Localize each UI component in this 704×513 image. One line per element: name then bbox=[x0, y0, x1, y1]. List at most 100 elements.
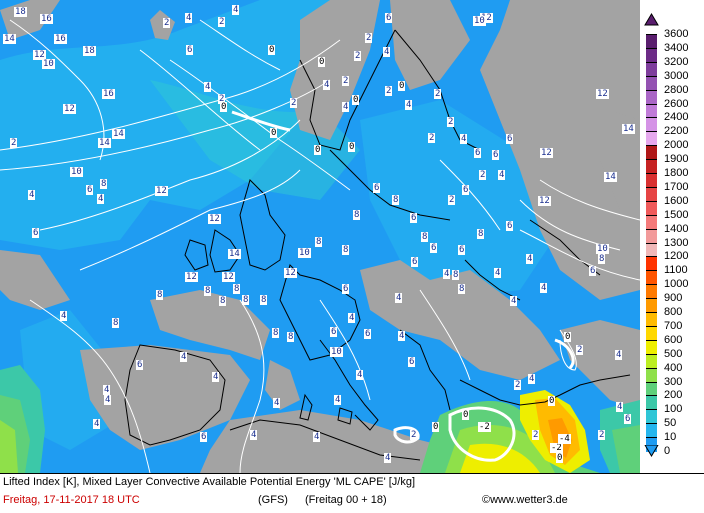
isoline-value-label: 8 bbox=[458, 284, 466, 294]
isoline-value-label: 12 bbox=[480, 13, 493, 23]
isoline-value-label: 4 bbox=[250, 430, 258, 440]
isoline-value-label: 12 bbox=[185, 272, 198, 282]
scale-bottom-arrow bbox=[644, 445, 659, 457]
isoline-value-label: 6 bbox=[186, 45, 194, 55]
isoline-value-label: 2 bbox=[218, 94, 226, 104]
isoline-value-label: 2 bbox=[410, 430, 418, 440]
scale-tick-label: 1300 bbox=[664, 236, 689, 249]
scale-segment bbox=[646, 159, 657, 174]
scale-tick-label: 3200 bbox=[664, 55, 689, 68]
scale-segment bbox=[646, 242, 657, 258]
scale-segment bbox=[646, 270, 657, 286]
isoline-value-label: 18 bbox=[14, 7, 27, 17]
scale-segment bbox=[646, 200, 657, 216]
isoline-value-label: 4 bbox=[540, 283, 548, 293]
scale-tick-label: 1600 bbox=[664, 194, 689, 207]
scale-segment bbox=[646, 61, 657, 77]
isoline-value-label: -4 bbox=[558, 434, 571, 444]
isoline-value-label: 4 bbox=[323, 80, 331, 90]
isoline-value-label: 4 bbox=[103, 385, 111, 395]
isoline-value-label: 2 bbox=[354, 51, 362, 61]
isoline-value-label: 8 bbox=[598, 254, 606, 264]
scale-top-arrow bbox=[644, 13, 659, 26]
isoline-value-label: 2 bbox=[576, 345, 584, 355]
isoline-value-label: 0 bbox=[398, 81, 406, 91]
isoline-value-label: -2 bbox=[550, 443, 563, 453]
scale-segment bbox=[646, 131, 657, 147]
scale-tick-label: 400 bbox=[664, 361, 683, 374]
isoline-value-label: 0 bbox=[314, 145, 322, 155]
isoline-value-label: 4 bbox=[313, 432, 321, 442]
isoline-value-label: 0 bbox=[556, 453, 564, 463]
isoline-value-label: 2 bbox=[428, 133, 436, 143]
isoline-value-label: 14 bbox=[98, 138, 111, 148]
isoline-value-label: 6 bbox=[410, 213, 418, 223]
scale-tick-label: 1700 bbox=[664, 180, 689, 193]
isoline-value-label: 4 bbox=[494, 268, 502, 278]
isoline-value-label: 4 bbox=[498, 170, 506, 180]
isoline-value-label: 8 bbox=[272, 328, 280, 338]
scale-tick-label: 1400 bbox=[664, 222, 689, 235]
isoline-value-label: 4 bbox=[510, 296, 518, 306]
caption-copyright: ©www.wetter3.de bbox=[482, 494, 568, 506]
isoline-value-label: 16 bbox=[54, 34, 67, 44]
scale-segment bbox=[646, 117, 657, 133]
isoline-value-label: 6 bbox=[506, 221, 514, 231]
scale-tick-label: 300 bbox=[664, 375, 683, 388]
isoline-value-label: 4 bbox=[180, 352, 188, 362]
scale-segment bbox=[646, 353, 657, 369]
scale-tick-label: 2600 bbox=[664, 97, 689, 110]
scale-tick-label: 10 bbox=[664, 431, 677, 444]
isoline-value-label: 4 bbox=[526, 254, 534, 264]
isoline-value-label: 14 bbox=[112, 129, 125, 139]
isoline-value-label: 2 bbox=[598, 430, 606, 440]
isoline-value-label: 4 bbox=[356, 370, 364, 380]
isoline-value-label: 6 bbox=[624, 414, 632, 424]
scale-tick-label: 0 bbox=[664, 445, 671, 457]
isoline-value-label: 4 bbox=[443, 269, 451, 279]
scale-tick-label: 1500 bbox=[664, 208, 689, 221]
isoline-value-label: 12 bbox=[540, 148, 553, 158]
isoline-value-label: 0 bbox=[220, 102, 228, 112]
isoline-value-label: 2 bbox=[365, 33, 373, 43]
isoline-value-label: 2 bbox=[448, 195, 456, 205]
scale-tick-label: 1800 bbox=[664, 167, 689, 179]
isoline-value-label: 16 bbox=[40, 14, 53, 24]
isoline-value-label: 0 bbox=[352, 95, 360, 105]
scale-tick-label: 900 bbox=[664, 292, 683, 305]
caption-footer: Lifted Index [K], Mixed Layer Convective… bbox=[0, 473, 704, 513]
isoline-value-label: 14 bbox=[3, 34, 16, 44]
scale-segment bbox=[646, 228, 657, 244]
isoline-value-label: 6 bbox=[364, 329, 372, 339]
scale-tick-label: 3400 bbox=[664, 41, 689, 54]
scale-segment bbox=[646, 367, 657, 383]
map-panel: 18 16 4 2 2 4 6 0 0 18 16 14 12 10 16 12 14 14 2 4 2 0 0 0 0 2 4 2 0… bbox=[0, 0, 640, 473]
isoline-value-label: 10 bbox=[42, 59, 55, 69]
isoline-value-label: 0 bbox=[318, 57, 326, 67]
scale-tick-label: 800 bbox=[664, 306, 683, 318]
scale-segment bbox=[646, 89, 657, 105]
scale-segment bbox=[646, 395, 657, 411]
scale-segment bbox=[646, 256, 657, 272]
isoline-value-label: 18 bbox=[83, 46, 96, 56]
isoline-value-label: 8 bbox=[100, 179, 108, 189]
isoline-value-label: 0 bbox=[268, 45, 276, 55]
isoline-value-label: 6 bbox=[330, 327, 338, 337]
isoline-value-label: 2 bbox=[10, 138, 18, 148]
scale-tick-label: 700 bbox=[664, 319, 683, 332]
isoline-value-label: 8 bbox=[233, 284, 241, 294]
isoline-value-label: 6 bbox=[474, 148, 482, 158]
isoline-value-label: 0 bbox=[548, 396, 556, 406]
isoline-value-label: 4 bbox=[60, 311, 68, 321]
isoline-value-label: 2 bbox=[532, 430, 540, 440]
isoline-value-label: 4 bbox=[384, 453, 392, 463]
isoline-value-label: 8 bbox=[242, 295, 250, 305]
scale-segment bbox=[646, 339, 657, 355]
isoline-value-label: 14 bbox=[604, 172, 617, 182]
scale-segment bbox=[646, 409, 657, 425]
isoline-value-label: 4 bbox=[185, 13, 193, 23]
scale-segment bbox=[646, 75, 657, 91]
isoline-value-label: 2 bbox=[447, 117, 455, 127]
isoline-value-label: 4 bbox=[97, 194, 105, 204]
